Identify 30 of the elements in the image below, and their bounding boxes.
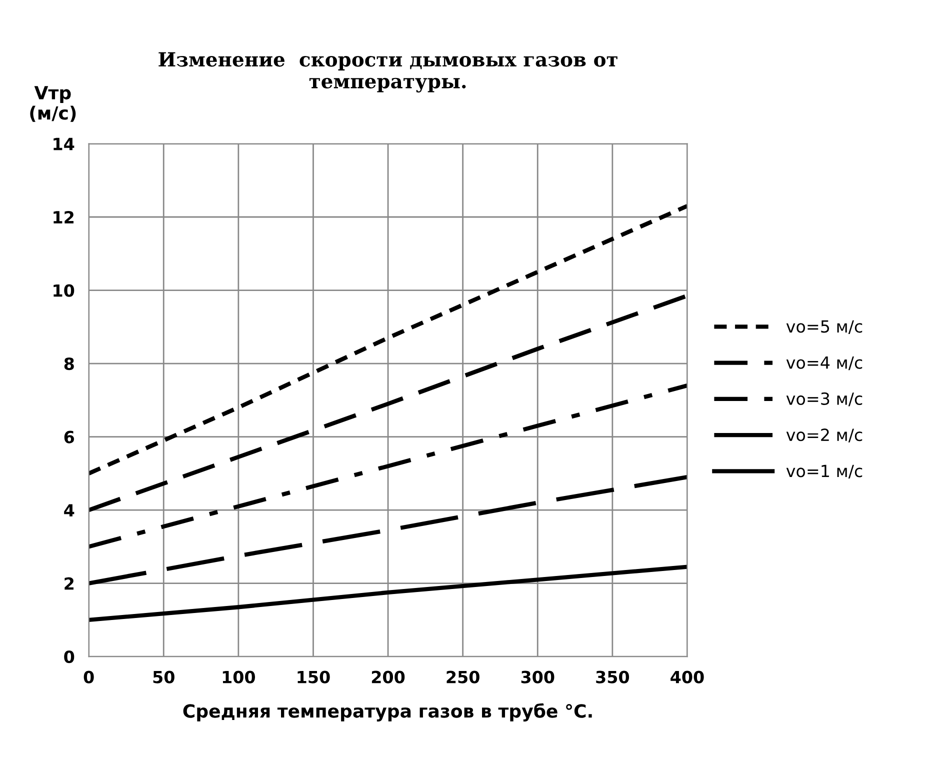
x-tick-label: 100 bbox=[222, 670, 256, 684]
legend-label: vo=2 м/с bbox=[786, 428, 862, 442]
y-axis-title: Vтр (м/с) bbox=[30, 86, 76, 122]
line-series bbox=[88, 204, 688, 476]
y-tick-label: 2 bbox=[64, 577, 74, 590]
line-series bbox=[88, 474, 688, 586]
x-tick-label: 300 bbox=[521, 670, 554, 684]
y-tick-label: 8 bbox=[64, 357, 74, 370]
y-tick-label: 6 bbox=[64, 430, 74, 444]
y-tick-label: 4 bbox=[64, 504, 74, 516]
line-series bbox=[88, 383, 688, 549]
y-tick-label: 14 bbox=[54, 138, 74, 150]
x-tick-label: 200 bbox=[372, 670, 405, 684]
x-tick-label: 50 bbox=[153, 670, 174, 684]
line-series bbox=[88, 564, 688, 622]
y-tick-label: 0 bbox=[64, 650, 74, 664]
x-axis-title: Средняя температура газов в трубе °C. bbox=[183, 703, 592, 722]
line-series bbox=[88, 294, 688, 512]
legend-label: vo=1 м/с bbox=[786, 464, 862, 479]
x-tick-label: 150 bbox=[298, 670, 330, 684]
y-tick-label: 12 bbox=[54, 210, 74, 224]
legend-label: vo=4 м/с bbox=[786, 356, 862, 370]
chart-title: Изменение скорости дымовых газов от температуры. bbox=[158, 52, 618, 93]
x-tick-label: 350 bbox=[596, 670, 630, 684]
legend-label: vo=5 м/с bbox=[786, 320, 862, 334]
legend-label: vo=3 м/с bbox=[786, 392, 862, 406]
x-tick-label: 250 bbox=[446, 670, 480, 684]
y-tick-label: 10 bbox=[54, 284, 74, 297]
x-tick-label: 400 bbox=[670, 670, 704, 684]
x-tick-label: 0 bbox=[84, 670, 94, 684]
